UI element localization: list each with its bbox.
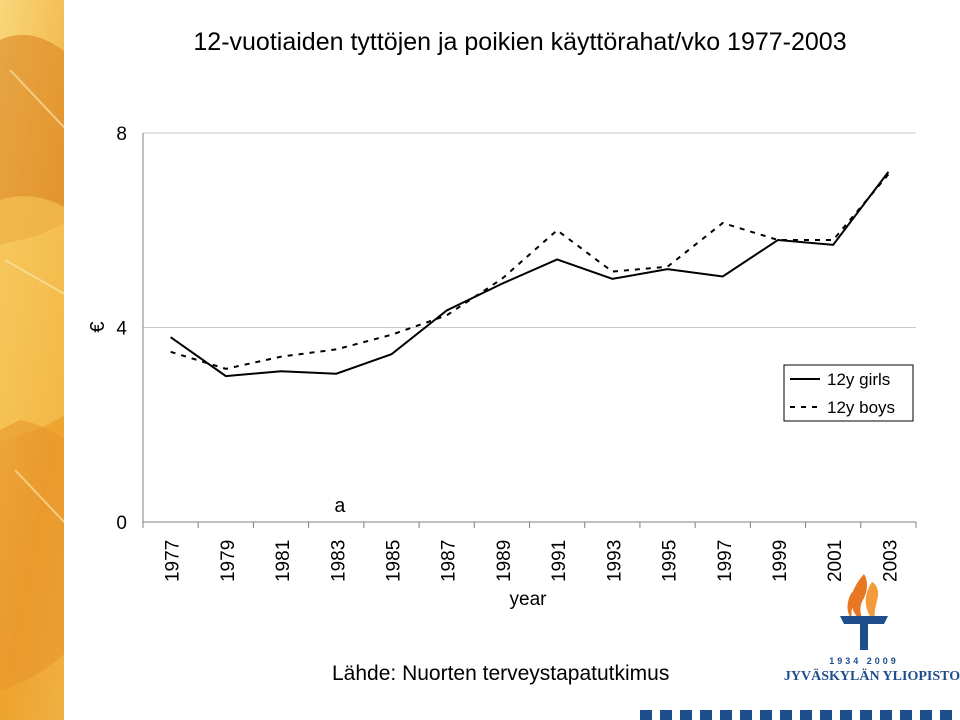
legend: 12y girls 12y boys <box>783 364 914 422</box>
stray-label: a <box>334 496 346 519</box>
legend-box <box>783 364 914 422</box>
axes <box>142 133 917 528</box>
x-tick-label: 1989 <box>494 540 515 582</box>
series-line-boys <box>170 173 890 370</box>
content-panel <box>64 0 960 720</box>
x-tick-label: 1979 <box>218 540 239 582</box>
series-lines <box>170 171 890 378</box>
x-axis-label: year <box>510 589 548 610</box>
legend-label: 12y girls <box>827 370 890 389</box>
torch-cup-icon <box>840 616 888 650</box>
x-tick-label: 1985 <box>383 540 404 582</box>
university-logo: 1934 2009 JYVÄSKYLÄN YLIOPISTO <box>784 574 960 684</box>
logo-name: JYVÄSKYLÄN YLIOPISTO <box>784 668 960 684</box>
x-tick-label: 1995 <box>660 540 681 582</box>
source-note: Lähde: Nuorten terveystapatutkimus <box>332 662 670 685</box>
series-line-girls <box>170 171 890 378</box>
footer-checker-bar <box>640 710 960 720</box>
logo-years: 1934 2009 <box>829 656 899 666</box>
y-tick-label: 0 <box>116 513 127 534</box>
y-axis-label: € <box>87 321 109 332</box>
x-tick-label: 1993 <box>604 540 625 582</box>
x-tick-label: 2001 <box>825 540 846 582</box>
y-tick-label: 4 <box>116 319 127 340</box>
x-tick-label: 1977 <box>163 540 184 582</box>
slide-title: 12-vuotiaiden tyttöjen ja poikien käyttö… <box>193 28 847 56</box>
x-tick-label: 1987 <box>439 540 460 582</box>
x-tick-label: 1991 <box>549 540 570 582</box>
x-tick-label: 1983 <box>328 540 349 582</box>
x-tick-label: 1999 <box>770 540 791 582</box>
x-tick-label: 1997 <box>715 540 736 582</box>
x-tick-label: 2003 <box>880 540 901 582</box>
legend-label: 12y boys <box>827 398 895 417</box>
y-tick-label: 8 <box>116 124 127 145</box>
x-tick-label: 1981 <box>273 540 294 582</box>
x-tick-labels: 1977 1979 1981 1983 1985 1987 1989 1991 1993 1995… <box>163 540 902 582</box>
gridlines <box>143 132 916 328</box>
torch-flame-icon <box>847 574 878 624</box>
y-tick-labels: 0 4 8 <box>116 124 127 534</box>
